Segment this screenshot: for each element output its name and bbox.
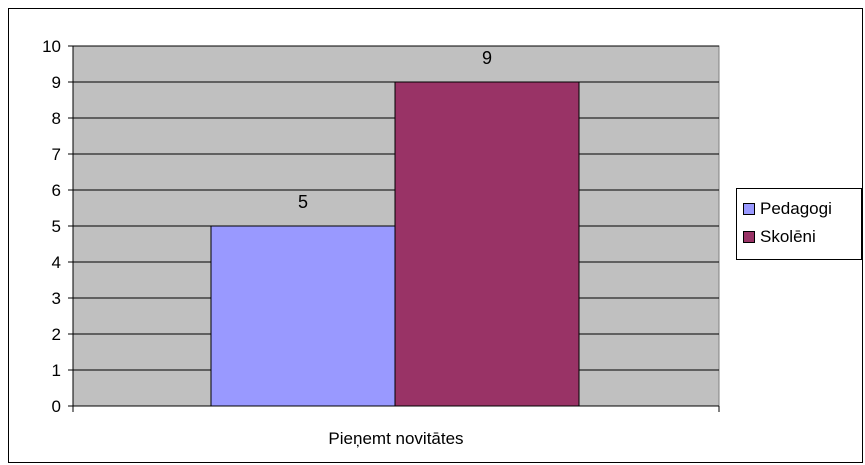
bars — [210, 81, 580, 407]
y-tick-label: 4 — [52, 253, 61, 272]
y-tick-label: 8 — [52, 109, 61, 128]
y-tick-label: 5 — [52, 217, 61, 236]
legend-item-skoleni: Skolēni — [743, 223, 861, 251]
data-label: 9 — [482, 48, 492, 68]
y-tick-label: 3 — [52, 289, 61, 308]
y-tick-label: 10 — [42, 37, 61, 56]
legend-item-pedagogi: Pedagogi — [743, 195, 861, 223]
legend-swatch-pedagogi — [743, 203, 755, 215]
legend-label-pedagogi: Pedagogi — [760, 199, 832, 218]
bar-skol-ni — [394, 81, 580, 407]
y-tick-label: 6 — [52, 181, 61, 200]
legend-swatch-skoleni — [743, 231, 755, 243]
data-label: 5 — [298, 192, 308, 212]
legend-label-skoleni: Skolēni — [760, 227, 816, 246]
x-category-label: Pieņemt novitātes — [328, 429, 463, 448]
y-tick-label: 0 — [52, 397, 61, 416]
labels: 5 9 Pieņemt novitātes — [298, 48, 492, 448]
y-tick-label: 2 — [52, 325, 61, 344]
legend: Pedagogi Skolēni — [736, 188, 862, 260]
bar-pedagogi — [210, 225, 396, 407]
y-tick-label: 1 — [52, 361, 61, 380]
y-tick-label: 9 — [52, 73, 61, 92]
y-tick-label: 7 — [52, 145, 61, 164]
axes: 0 1 2 3 4 5 6 7 8 9 10 — [42, 37, 720, 416]
